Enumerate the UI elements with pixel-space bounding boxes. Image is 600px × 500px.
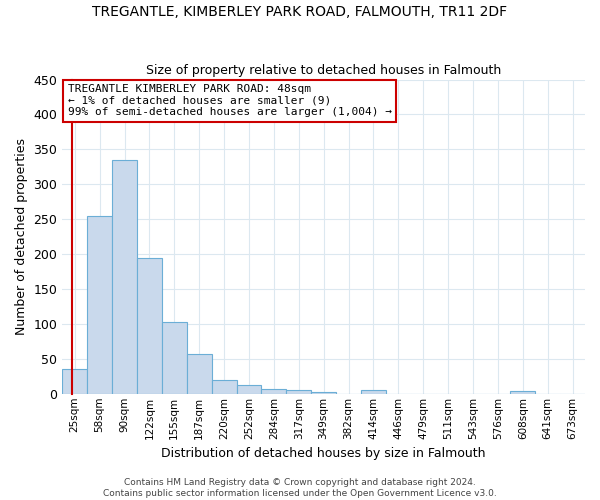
Bar: [212, 380, 236, 394]
Bar: [311, 392, 336, 394]
Bar: [62, 370, 87, 394]
Y-axis label: Number of detached properties: Number of detached properties: [15, 138, 28, 335]
Bar: [236, 386, 262, 394]
Text: TREGANTLE, KIMBERLEY PARK ROAD, FALMOUTH, TR11 2DF: TREGANTLE, KIMBERLEY PARK ROAD, FALMOUTH…: [92, 5, 508, 19]
Text: TREGANTLE KIMBERLEY PARK ROAD: 48sqm
← 1% of detached houses are smaller (9)
99%: TREGANTLE KIMBERLEY PARK ROAD: 48sqm ← 1…: [68, 84, 392, 117]
Bar: [361, 390, 386, 394]
Bar: [162, 322, 187, 394]
Title: Size of property relative to detached houses in Falmouth: Size of property relative to detached ho…: [146, 64, 501, 77]
X-axis label: Distribution of detached houses by size in Falmouth: Distribution of detached houses by size …: [161, 447, 486, 460]
Bar: [286, 390, 311, 394]
Bar: [511, 391, 535, 394]
Text: Contains HM Land Registry data © Crown copyright and database right 2024.
Contai: Contains HM Land Registry data © Crown c…: [103, 478, 497, 498]
Bar: [137, 258, 162, 394]
Bar: [187, 354, 212, 394]
Bar: [262, 389, 286, 394]
Bar: [87, 216, 112, 394]
Bar: [112, 160, 137, 394]
